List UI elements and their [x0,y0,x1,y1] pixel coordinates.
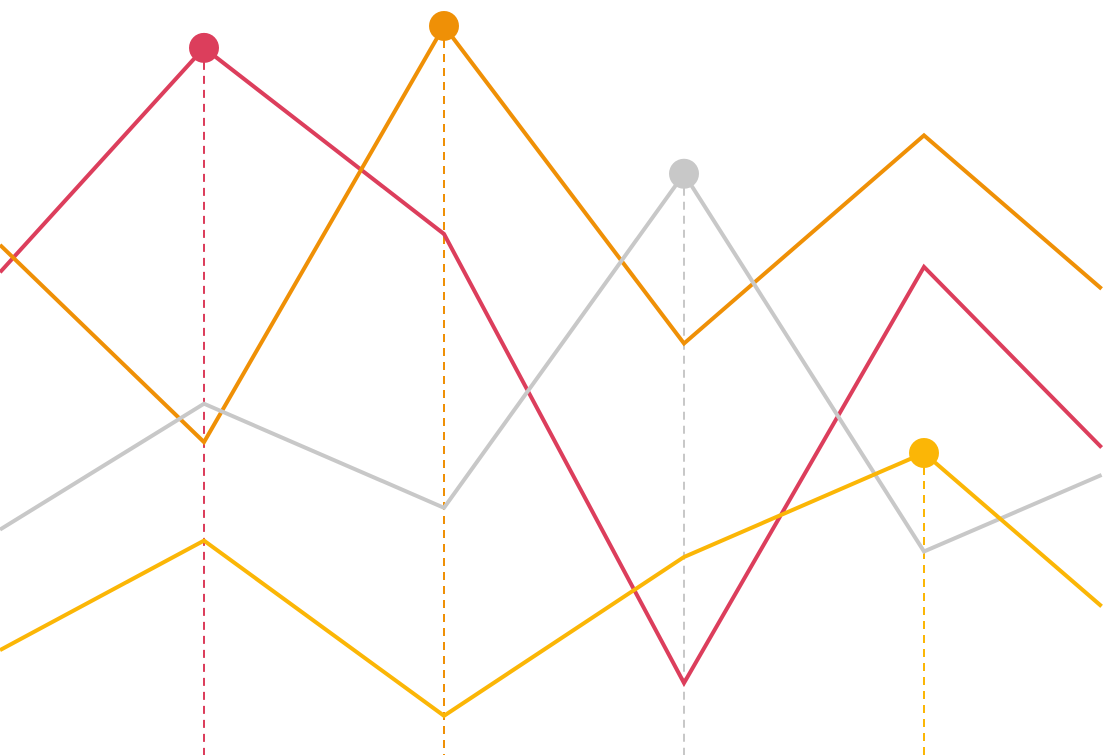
peak-guides [203,25,925,755]
peak-markers [189,10,939,468]
series-2-line [0,22,1103,446]
series-1-line [0,45,1104,688]
series-lines [0,22,1104,719]
series-4-line [0,450,1103,719]
series-4-point-5 [909,438,939,468]
series-3-point-4 [669,158,699,189]
series-1-point-2 [189,32,219,63]
series-3-line [0,170,1103,555]
series-2-point-3 [429,10,459,41]
